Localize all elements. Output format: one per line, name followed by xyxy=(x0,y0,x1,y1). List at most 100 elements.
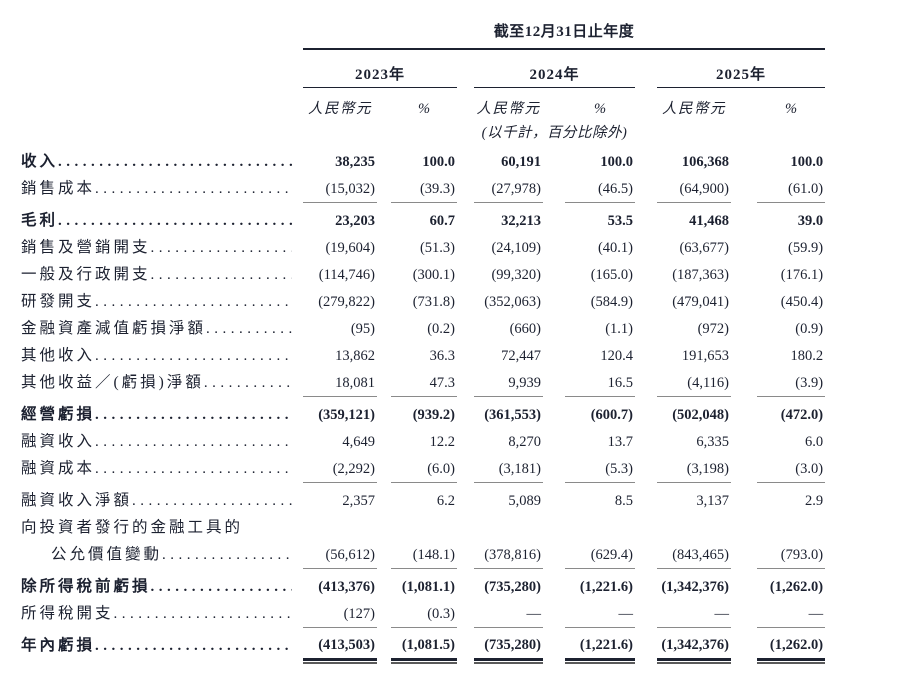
column-gap xyxy=(457,396,474,428)
column-gap xyxy=(635,514,657,541)
row-label-cell: 融資收入 xyxy=(20,428,303,455)
table-row: 收入 38,235 100.0 60,191 100.0 106,368 100… xyxy=(20,148,825,175)
column-gap xyxy=(543,428,565,455)
percent-header-2024: % xyxy=(593,101,607,117)
column-gap xyxy=(731,175,757,202)
row-label-wrap: 融資收入 xyxy=(21,429,292,451)
row-value xyxy=(657,514,731,541)
column-gap xyxy=(457,315,474,342)
column-gap xyxy=(731,627,757,659)
column-gap xyxy=(731,428,757,455)
column-gap xyxy=(635,627,657,659)
row-value: 13,862 xyxy=(335,348,375,364)
column-gap xyxy=(635,49,657,88)
table-row: 融資收入 4,649 12.2 8,270 13.7 6,335 6.0 xyxy=(20,428,825,455)
column-gap xyxy=(635,541,657,568)
row-label-cell: 收入 xyxy=(20,148,303,175)
row-value: 36.3 xyxy=(429,348,455,364)
row-value: (3,181) xyxy=(474,455,543,483)
row-value: 100.0 xyxy=(422,154,455,170)
column-gap xyxy=(457,49,474,88)
row-label-cell: 融資成本 xyxy=(20,455,303,482)
row-value: 4,649 xyxy=(342,434,375,450)
row-value: (15,032) xyxy=(303,175,377,203)
row-value: (46.5) xyxy=(565,175,635,203)
column-gap xyxy=(635,148,657,175)
row-label-cell: 金融資產減值虧損淨額 xyxy=(20,315,303,342)
row-value: (3,198) xyxy=(657,455,731,483)
column-gap xyxy=(543,482,565,514)
column-gap xyxy=(731,369,757,396)
column-gap xyxy=(457,455,474,482)
column-gap xyxy=(731,600,757,627)
column-gap xyxy=(635,261,657,288)
row-label-wrap: 融資收入淨額 xyxy=(21,488,292,510)
row-label-wrap: 其他收入 xyxy=(21,343,292,365)
column-gap xyxy=(543,202,565,234)
column-gap xyxy=(543,175,565,202)
column-gap xyxy=(731,148,757,175)
dot-leader xyxy=(95,638,292,655)
row-value: (114,746) xyxy=(318,267,375,283)
unit-note: (以千計，百分比除外) xyxy=(481,125,628,141)
row-value: (300.1) xyxy=(412,267,455,283)
row-value: 100.0 xyxy=(790,154,824,170)
row-value: (735,280) xyxy=(474,627,543,663)
column-gap xyxy=(731,514,757,541)
column-gap xyxy=(457,175,474,202)
row-label-cell: 所得稅開支 xyxy=(20,600,303,627)
column-gap xyxy=(377,148,391,175)
row-label-cell: 毛利 xyxy=(20,202,303,234)
currency-header-2023: 人民幣元 xyxy=(308,101,372,117)
year-header-2023: 2023年 xyxy=(303,49,457,88)
row-value: 53.5 xyxy=(607,213,633,229)
column-gap xyxy=(635,234,657,261)
row-value: (1,221.6) xyxy=(565,627,635,663)
year-header-row: 2023年 2024年 2025年 xyxy=(20,49,826,88)
dot-leader xyxy=(95,461,292,478)
row-value: (4,116) xyxy=(657,369,731,397)
column-gap xyxy=(635,396,657,428)
row-label: 其他收益／(虧損)淨額 xyxy=(21,374,204,391)
row-label-wrap: 年內虧損 xyxy=(21,633,292,655)
row-value: (0.9) xyxy=(795,321,824,337)
row-value: 120.4 xyxy=(600,348,633,364)
row-value: 6,335 xyxy=(696,434,729,450)
row-value: (61.0) xyxy=(757,175,826,203)
row-label-wrap: 公允價值變動 xyxy=(21,542,292,564)
row-value: 2.9 xyxy=(804,493,824,509)
row-value: (502,048) xyxy=(672,407,729,423)
column-gap xyxy=(731,396,757,428)
header-spacer xyxy=(20,18,303,49)
row-value: 60,191 xyxy=(501,154,541,170)
table-row: 融資收入淨額 2,357 6.2 5,089 8.5 3,137 2.9 xyxy=(20,482,825,514)
row-value: 106,368 xyxy=(681,154,729,170)
percent-header-2023: % xyxy=(417,101,431,117)
row-value: (939.2) xyxy=(412,407,455,423)
row-value: (279,822) xyxy=(318,294,375,310)
column-gap xyxy=(543,541,565,568)
column-gap xyxy=(377,600,391,627)
column-gap xyxy=(635,455,657,482)
column-gap xyxy=(731,202,757,234)
column-gap xyxy=(543,148,565,175)
row-value: (64,900) xyxy=(657,175,731,203)
column-gap xyxy=(731,482,757,514)
row-value: (176.1) xyxy=(780,267,824,283)
column-gap xyxy=(731,234,757,261)
row-label: 金融資產減值虧損淨額 xyxy=(21,320,207,337)
row-value: (735,280) xyxy=(484,579,541,595)
column-gap xyxy=(731,88,757,119)
column-gap xyxy=(543,455,565,482)
row-label-wrap: 融資成本 xyxy=(21,456,292,478)
column-gap xyxy=(635,369,657,396)
table-row: 其他收益／(虧損)淨額 18,081 47.3 9,939 16.5 (4,11… xyxy=(20,369,826,397)
column-gap xyxy=(377,261,391,288)
dot-leader xyxy=(95,348,292,365)
row-value: (40.1) xyxy=(597,240,633,256)
row-label: 公允價值變動 xyxy=(51,546,163,563)
row-label-wrap: 毛利 xyxy=(21,208,292,230)
row-label-cell: 除所得稅前虧損 xyxy=(20,568,303,600)
row-label-wrap: 金融資產減值虧損淨額 xyxy=(21,316,292,338)
row-label-cell: 經營虧損 xyxy=(20,396,303,428)
